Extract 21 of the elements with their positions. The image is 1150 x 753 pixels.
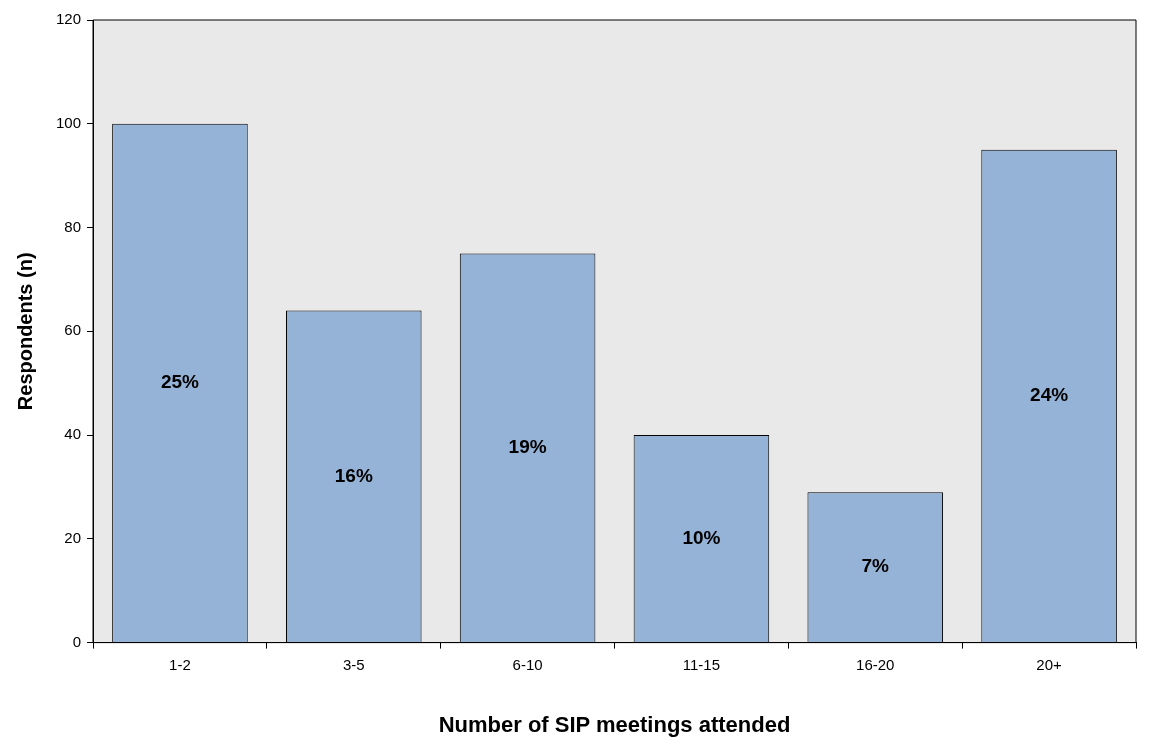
annotation: 24% [1030, 384, 1069, 406]
x-tick-label: 16-20 [856, 655, 895, 673]
annotation: 16% [334, 464, 373, 486]
y-tick-label: 20 [64, 528, 82, 546]
annotation: 10% [682, 526, 721, 548]
x-axis-title: Number of SIP meetings attended [438, 711, 791, 737]
y-tick-label: 60 [64, 321, 82, 339]
x-tick-label: 11-15 [682, 655, 721, 673]
annotation: 7% [861, 555, 890, 577]
y-tick-label: 0 [72, 632, 82, 650]
y-tick-label: 100 [56, 113, 82, 131]
y-tick-label: 40 [64, 425, 82, 443]
x-tick-label: 1-2 [169, 655, 191, 673]
y-tick-label: 120 [56, 10, 82, 28]
annotation: 25% [160, 371, 200, 393]
y-axis-title: Respondents (n) [13, 252, 36, 411]
x-tick-label: 20+ [1036, 655, 1063, 673]
y-tick-label: 80 [64, 217, 82, 235]
x-tick-label: 6-10 [512, 655, 543, 673]
annotation: 19% [508, 436, 547, 458]
x-tick-label: 3-5 [342, 655, 365, 673]
